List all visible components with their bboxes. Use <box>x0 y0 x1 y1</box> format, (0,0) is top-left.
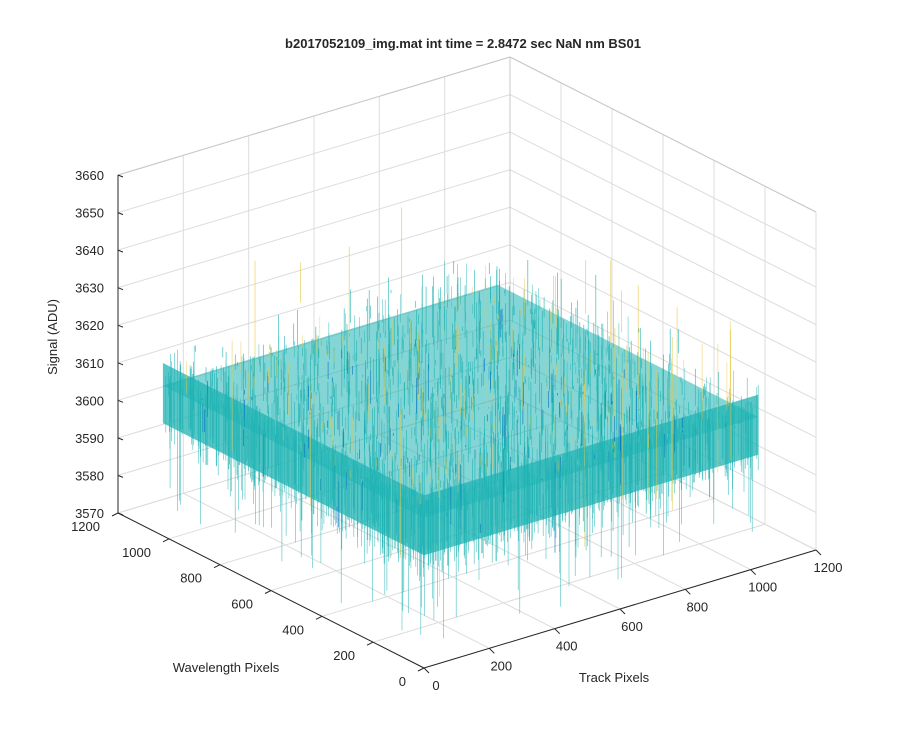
y-tick-label: 200 <box>333 648 355 663</box>
x-tick-label: 0 <box>432 678 439 693</box>
grid-line <box>117 206 511 326</box>
grid-line <box>509 206 817 363</box>
grid-line <box>509 131 817 288</box>
z-tick-label: 3650 <box>75 206 104 221</box>
z-tick-label: 3630 <box>75 281 104 296</box>
z-tick-label: 3570 <box>75 506 104 521</box>
x-tick <box>554 628 561 635</box>
y-tick <box>264 590 272 594</box>
z-tick <box>117 287 124 291</box>
x-tick-label: 200 <box>490 658 512 673</box>
z-tick-label: 3620 <box>75 318 104 333</box>
z-tick-label: 3600 <box>75 393 104 408</box>
x-tick-label: 1000 <box>748 580 777 595</box>
x-tick <box>750 569 757 576</box>
x-axis-label: Track Pixels <box>579 670 650 685</box>
grid-line <box>509 244 817 401</box>
box-edge <box>117 56 511 176</box>
grid-line <box>509 94 817 251</box>
x-tick <box>684 588 691 595</box>
z-tick-label: 3580 <box>75 468 104 483</box>
y-tick-label: 600 <box>231 597 253 612</box>
y-tick <box>315 615 323 620</box>
z-tick <box>117 324 124 328</box>
x-tick <box>488 647 495 654</box>
y-tick-label: 400 <box>282 622 304 637</box>
x-tick-label: 800 <box>686 599 708 614</box>
box-edge <box>509 56 817 213</box>
z-tick <box>117 437 124 441</box>
grid-line <box>117 94 511 214</box>
grid-line <box>509 169 817 326</box>
y-tick-label: 1000 <box>122 545 151 560</box>
y-tick <box>162 538 170 543</box>
y-tick <box>366 641 374 646</box>
grid-line <box>117 244 511 364</box>
x-tick-label: 400 <box>556 639 578 654</box>
z-tick <box>117 249 124 253</box>
z-tick <box>117 474 124 478</box>
z-tick-label: 3590 <box>75 431 104 446</box>
x-tick-label: 1200 <box>814 560 843 575</box>
tick-labels: 0 200 400 600 800 1000 1200 0 200 400 600 800 1000 12… <box>71 168 842 693</box>
x-tick-label: 600 <box>621 619 643 634</box>
z-tick-label: 3610 <box>75 356 104 371</box>
grid-line <box>117 131 511 251</box>
z-tick <box>117 362 124 366</box>
z-axis-label: Signal (ADU) <box>45 299 60 375</box>
z-tick <box>117 399 124 403</box>
z-tick <box>117 174 124 178</box>
z-tick-label: 3660 <box>75 168 104 183</box>
grid-line <box>117 169 511 289</box>
y-tick-label: 800 <box>180 571 202 586</box>
z-tick <box>117 512 124 516</box>
y-tick-label: 0 <box>399 674 406 689</box>
x-tick <box>815 549 822 556</box>
y-axis-label: Wavelength Pixels <box>173 660 280 675</box>
surface-mesh <box>162 207 759 639</box>
y-tick <box>417 667 425 672</box>
z-tick-label: 3640 <box>75 243 104 258</box>
y-tick-label: 1200 <box>71 519 100 534</box>
y-tick <box>111 512 119 517</box>
y-tick <box>213 564 221 569</box>
x-tick <box>619 608 626 615</box>
z-tick <box>117 212 124 216</box>
axes-lines <box>111 174 822 674</box>
chart-title: b2017052109_img.mat int time = 2.8472 se… <box>285 36 641 51</box>
x-tick <box>423 667 430 674</box>
